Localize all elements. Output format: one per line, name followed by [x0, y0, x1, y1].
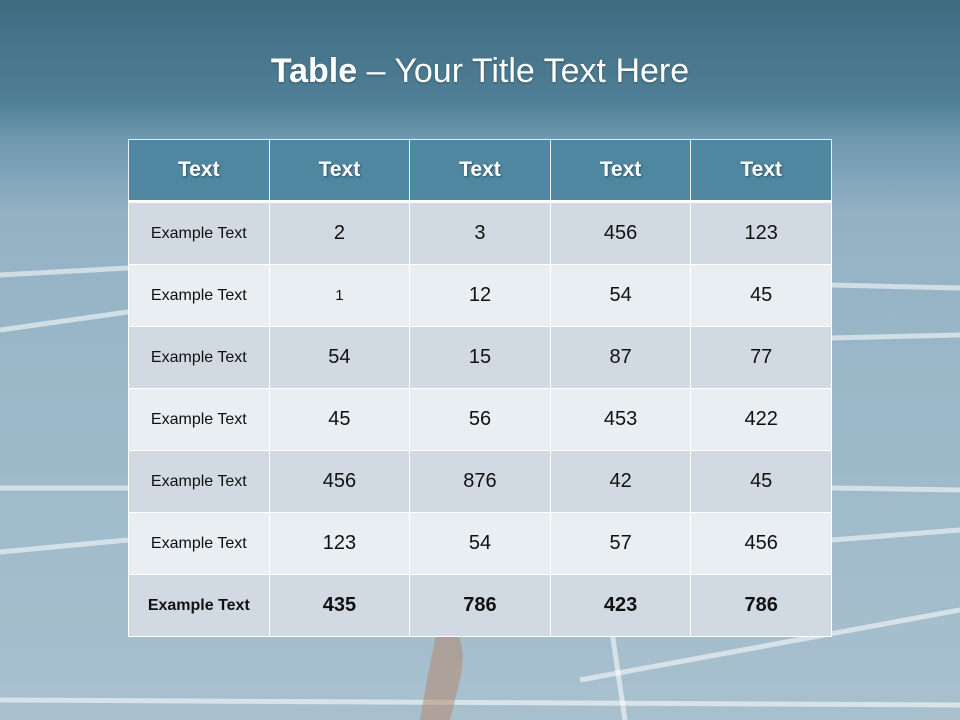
table-row: Example Text 1 12 54 45 [128, 264, 832, 327]
table-cell: 2 [268, 201, 411, 265]
column-header: Text [690, 139, 832, 203]
table-cell: 876 [409, 450, 551, 513]
table-cell: 786 [690, 574, 832, 637]
row-label: Example Text [128, 574, 270, 637]
row-label: Example Text [128, 326, 270, 389]
slide-title: Table – Your Title Text Here [0, 52, 960, 91]
table-cell: 422 [690, 388, 832, 451]
table-row: Example Text 2 3 456 123 [128, 201, 832, 265]
table-cell: 453 [549, 388, 692, 451]
table-cell: 15 [409, 326, 551, 389]
table-cell: 435 [268, 574, 411, 637]
column-header: Text [268, 139, 411, 203]
table-row: Example Text 123 54 57 456 [128, 512, 832, 575]
row-label: Example Text [128, 388, 270, 451]
table-cell: 54 [268, 326, 411, 389]
table-cell: 57 [549, 512, 692, 575]
row-label: Example Text [128, 201, 270, 265]
table-cell: 45 [268, 388, 411, 451]
row-label: Example Text [128, 512, 270, 575]
table-row: Example Text 54 15 87 77 [128, 326, 832, 389]
table-cell: 45 [690, 264, 832, 327]
data-table: Text Text Text Text Text Example Text 2 3 456 12… [128, 139, 832, 637]
table-row: Example Text 435 786 423 786 [128, 574, 832, 637]
header-row: Text Text Text Text Text [128, 139, 832, 203]
table-cell: 786 [409, 574, 551, 637]
column-header: Text [549, 139, 692, 203]
table-cell: 54 [409, 512, 551, 575]
table-cell: 54 [549, 264, 692, 327]
table-row: Example Text 456 876 42 45 [128, 450, 832, 513]
table-cell: 123 [690, 201, 832, 265]
column-header: Text [409, 139, 551, 203]
table-row: Example Text 45 56 453 422 [128, 388, 832, 451]
table-cell: 456 [268, 450, 411, 513]
title-rest: – Your Title Text Here [357, 52, 690, 90]
table-cell: 12 [409, 264, 551, 327]
table-cell: 456 [690, 512, 832, 575]
column-header: Text [128, 139, 270, 203]
table-cell: 1 [268, 264, 411, 327]
table-cell: 42 [549, 450, 692, 513]
table-cell: 456 [549, 201, 692, 265]
table-cell: 123 [268, 512, 411, 575]
table-cell: 45 [690, 450, 832, 513]
table-cell: 423 [549, 574, 692, 637]
row-label: Example Text [128, 450, 270, 513]
table-cell: 77 [690, 326, 832, 389]
table-cell: 87 [549, 326, 692, 389]
title-bold: Table [270, 52, 358, 90]
table-cell: 3 [409, 201, 551, 265]
row-label: Example Text [128, 264, 270, 327]
table-cell: 56 [409, 388, 551, 451]
